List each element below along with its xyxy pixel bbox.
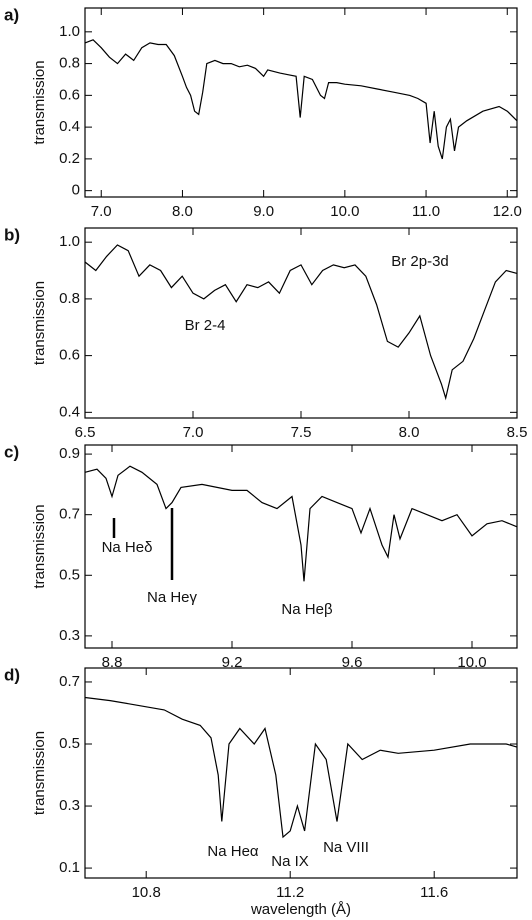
annotation: Na Heα [207, 843, 259, 860]
y-tick-label: 0.4 [59, 118, 80, 135]
y-tick-label: 0.5 [59, 566, 80, 583]
x-tick-label: 12.0 [493, 203, 522, 220]
panel-label: a) [4, 5, 19, 24]
x-tick-label: 11.0 [412, 203, 440, 220]
y-axis-label: transmission [31, 731, 48, 815]
plot-frame [84, 667, 518, 879]
y-axis-label: transmission [31, 281, 48, 365]
x-tick-label: 6.5 [75, 424, 96, 441]
y-tick-label: 0.3 [59, 627, 80, 644]
y-axis-label: transmission [31, 60, 48, 144]
y-tick-label: 0.2 [59, 150, 80, 167]
spectrum-line [84, 244, 518, 401]
y-tick-label: 0.6 [59, 347, 80, 364]
y-tick-label: 0.1 [59, 859, 80, 876]
y-tick-label: 0.4 [59, 403, 80, 420]
x-tick-label: 8.5 [507, 424, 528, 441]
annotation: Na VIII [323, 839, 369, 856]
annotation: Br 2-4 [185, 317, 226, 334]
y-tick-label: 0.7 [59, 506, 80, 523]
y-tick-label: 0.8 [59, 55, 80, 72]
y-tick-label: 0.3 [59, 797, 80, 814]
y-tick-label: 0.9 [59, 445, 80, 462]
annotation: Na Heβ [281, 601, 333, 618]
x-tick-label: 8.8 [102, 654, 123, 671]
x-tick-label: 10.0 [330, 203, 359, 220]
annotation: Na Heδ [102, 539, 153, 556]
spectrum-line [84, 465, 518, 582]
annotation: Br 2p-3d [391, 253, 449, 270]
x-tick-label: 10.8 [132, 884, 161, 901]
x-tick-label: 11.2 [276, 884, 304, 901]
x-tick-label: 9.2 [222, 654, 243, 671]
y-tick-label: 0 [72, 182, 80, 199]
y-tick-label: 1.0 [59, 233, 80, 250]
annotation: Na IX [271, 853, 309, 870]
x-axis-label: wavelength (Å) [250, 901, 351, 918]
x-tick-label: 10.0 [457, 654, 486, 671]
annotation: Na Heγ [147, 589, 198, 606]
panel-label: c) [4, 442, 19, 461]
plot-frame [84, 7, 518, 198]
spectrum-line [84, 696, 518, 839]
x-tick-label: 7.0 [91, 203, 112, 220]
x-tick-label: 11.6 [420, 884, 448, 901]
x-tick-label: 9.6 [342, 654, 363, 671]
x-tick-label: 8.0 [172, 203, 193, 220]
plot-frame [84, 227, 518, 419]
y-tick-label: 0.8 [59, 290, 80, 307]
x-tick-label: 7.0 [183, 424, 204, 441]
y-axis-label: transmission [31, 504, 48, 588]
y-tick-label: 1.0 [59, 23, 80, 40]
y-tick-label: 0.6 [59, 86, 80, 103]
y-tick-label: 0.7 [59, 673, 80, 690]
panel-label: d) [4, 665, 20, 684]
panel-label: b) [4, 225, 20, 244]
x-tick-label: 9.0 [253, 203, 274, 220]
plot-frame [84, 444, 518, 649]
spectrum-line [84, 39, 518, 160]
y-tick-label: 0.5 [59, 735, 80, 752]
x-tick-label: 8.0 [399, 424, 420, 441]
x-tick-label: 7.5 [291, 424, 312, 441]
